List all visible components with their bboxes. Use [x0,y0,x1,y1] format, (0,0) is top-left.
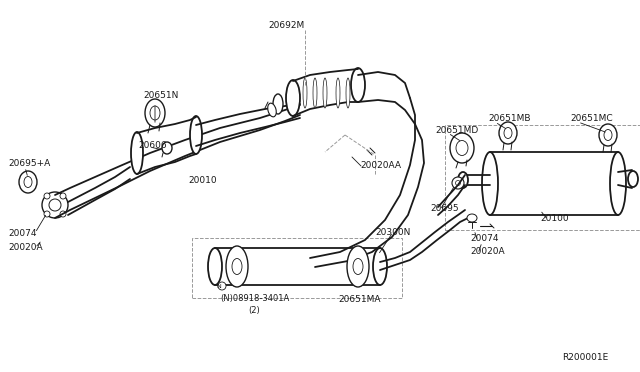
Text: 20020A: 20020A [470,247,504,257]
Ellipse shape [604,129,612,141]
Text: 20651MA: 20651MA [338,295,381,305]
Ellipse shape [353,259,363,275]
Ellipse shape [323,78,327,108]
Ellipse shape [286,80,300,116]
Ellipse shape [450,133,474,163]
Ellipse shape [499,122,517,144]
Text: (N)08918-3401A: (N)08918-3401A [220,294,289,302]
Ellipse shape [226,246,248,287]
Circle shape [60,193,66,199]
Text: 20651N: 20651N [143,90,179,99]
Bar [445,125,640,230]
Text: 20651MC: 20651MC [570,113,612,122]
Text: 20020A: 20020A [8,244,43,253]
Ellipse shape [346,78,350,108]
Text: 20651MB: 20651MB [488,113,531,122]
Circle shape [456,180,461,186]
Ellipse shape [150,106,160,120]
Ellipse shape [131,132,143,174]
Ellipse shape [273,94,283,114]
Ellipse shape [24,176,32,187]
Ellipse shape [456,141,468,155]
Ellipse shape [268,103,276,117]
Circle shape [44,211,50,217]
Circle shape [452,177,464,189]
Text: 20074: 20074 [470,234,499,243]
Ellipse shape [303,78,307,108]
Text: 20606: 20606 [138,141,166,150]
Circle shape [42,192,68,218]
Ellipse shape [347,246,369,287]
Ellipse shape [19,171,37,193]
Ellipse shape [373,248,387,285]
Ellipse shape [467,214,477,222]
Ellipse shape [628,171,638,187]
Ellipse shape [610,152,626,215]
Ellipse shape [313,78,317,108]
Circle shape [44,193,50,199]
Ellipse shape [599,124,617,146]
Ellipse shape [504,128,512,138]
Text: 20074: 20074 [8,228,36,237]
Text: 20695+A: 20695+A [8,158,51,167]
Ellipse shape [208,248,222,285]
Ellipse shape [162,142,172,154]
Text: N: N [216,283,221,289]
Text: 20695: 20695 [430,203,459,212]
Text: 20020AA: 20020AA [360,160,401,170]
Circle shape [60,211,66,217]
Text: 20010: 20010 [188,176,216,185]
Text: (2): (2) [248,305,260,314]
Ellipse shape [458,172,468,188]
Ellipse shape [336,78,340,108]
Ellipse shape [351,68,365,102]
Ellipse shape [232,259,242,275]
Bar [192,238,402,298]
Text: 20692M: 20692M [268,20,304,29]
Circle shape [49,199,61,211]
Ellipse shape [190,116,202,154]
Circle shape [218,282,226,290]
Ellipse shape [482,152,498,215]
Text: 20651MD: 20651MD [435,125,478,135]
Ellipse shape [145,99,165,127]
Text: R200001E: R200001E [562,353,608,362]
Text: 20300N: 20300N [375,228,410,237]
Text: 20100: 20100 [540,214,568,222]
